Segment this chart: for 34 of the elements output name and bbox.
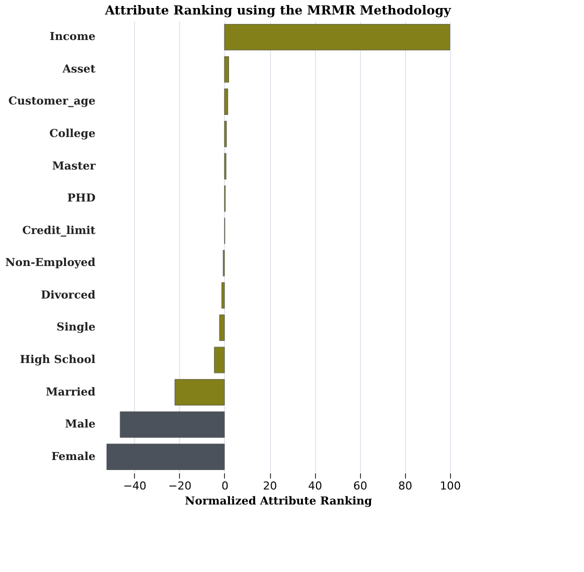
x-tick-label: 40: [308, 480, 322, 492]
x-axis-title: Normalized Attribute Ranking: [184, 494, 372, 508]
y-tick-label: Master: [52, 159, 96, 172]
x-tick-label: 80: [398, 480, 412, 492]
y-tick-label: Non-Employed: [5, 256, 96, 270]
bar: [224, 120, 227, 148]
y-tick-label: Female: [51, 450, 96, 463]
y-tick-label: Credit_limit: [22, 224, 96, 237]
y-tick-label: Married: [46, 385, 96, 398]
y-tick-label: College: [49, 127, 96, 140]
x-tick-label: 20: [263, 480, 278, 492]
y-tick-label: Divorced: [40, 288, 96, 302]
y-tick-label: Single: [56, 320, 96, 334]
x-tick-label: −20: [168, 480, 192, 492]
bar: [214, 346, 225, 374]
y-tick-label: Income: [50, 30, 96, 44]
y-tick-label: Male: [65, 418, 96, 431]
x-tick-label: 0: [221, 480, 228, 492]
chart-title: Attribute Ranking using the MRMR Methodology: [104, 2, 452, 18]
bar: [219, 314, 225, 341]
x-tick-label: −40: [123, 480, 146, 492]
bar: [174, 379, 225, 406]
bar: [224, 56, 229, 83]
bar: [224, 24, 450, 50]
bar: [222, 282, 225, 309]
bar: [224, 88, 228, 115]
bar: [106, 444, 225, 470]
bar: [120, 411, 225, 438]
y-tick-label: Asset: [62, 62, 96, 76]
y-tick-label: PHD: [67, 192, 96, 205]
x-tick-label: 100: [440, 480, 461, 492]
y-tick-label: High School: [20, 353, 96, 366]
y-tick-label: Customer_age: [8, 94, 96, 108]
x-tick-label: 60: [353, 480, 368, 492]
